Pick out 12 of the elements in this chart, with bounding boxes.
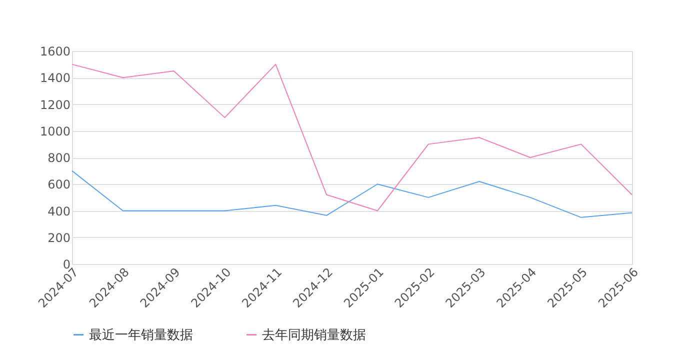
y-tick-label: 200: [48, 230, 70, 245]
legend-label: 去年同期销量数据: [262, 328, 366, 343]
line-series: [72, 64, 632, 212]
y-tick-label: 1400: [40, 71, 70, 86]
y-tick-label: 600: [48, 178, 70, 192]
legend-label: 最近一年销量数据: [89, 328, 193, 343]
y-tick-label: 800: [48, 151, 70, 165]
line-series: [72, 170, 632, 218]
y-tick-label: 1200: [40, 98, 70, 112]
y-tick-label: 1600: [40, 44, 70, 58]
y-tick-label: 1000: [40, 124, 70, 138]
y-tick-label: 400: [48, 204, 70, 218]
